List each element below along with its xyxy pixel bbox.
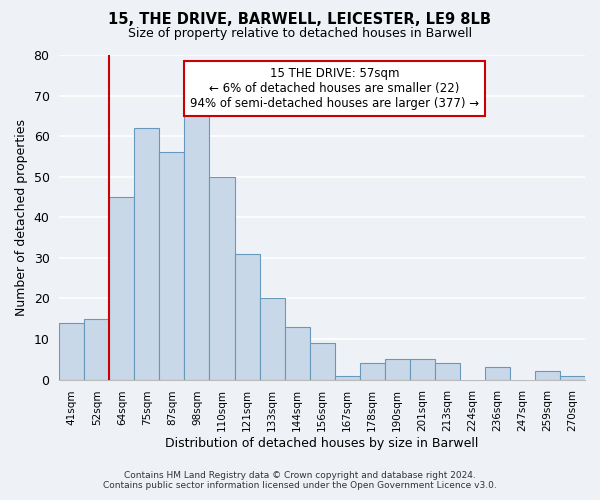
Bar [535,372,560,380]
Bar [209,176,235,380]
Bar [260,298,284,380]
Text: Size of property relative to detached houses in Barwell: Size of property relative to detached ho… [128,28,472,40]
Bar [59,323,85,380]
Bar [485,368,510,380]
Bar [160,152,184,380]
Bar [85,318,109,380]
Text: Contains HM Land Registry data © Crown copyright and database right 2024.
Contai: Contains HM Land Registry data © Crown c… [103,470,497,490]
Bar [385,360,410,380]
Text: 15, THE DRIVE, BARWELL, LEICESTER, LE9 8LB: 15, THE DRIVE, BARWELL, LEICESTER, LE9 8… [109,12,491,28]
Text: 15 THE DRIVE: 57sqm
← 6% of detached houses are smaller (22)
94% of semi-detache: 15 THE DRIVE: 57sqm ← 6% of detached hou… [190,67,479,110]
Bar [134,128,160,380]
Bar [109,197,134,380]
Bar [310,343,335,380]
Bar [410,360,435,380]
X-axis label: Distribution of detached houses by size in Barwell: Distribution of detached houses by size … [166,437,479,450]
Bar [335,376,359,380]
Bar [435,364,460,380]
Bar [284,327,310,380]
Bar [359,364,385,380]
Bar [184,108,209,380]
Y-axis label: Number of detached properties: Number of detached properties [15,119,28,316]
Bar [235,254,260,380]
Bar [560,376,585,380]
